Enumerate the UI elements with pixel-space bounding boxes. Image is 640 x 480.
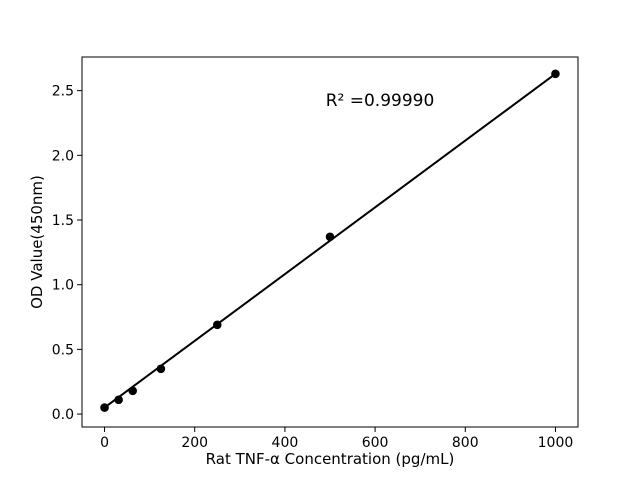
x-tick-label: 1000 [538,435,574,451]
plot-frame [81,56,579,428]
y-tick-label: 1.5 [52,213,74,229]
y-tick-label: 2.0 [52,148,74,164]
data-point [212,320,222,330]
data-point [100,403,109,412]
x-tick-label: 800 [452,435,479,451]
y-tick-label: 1.0 [52,278,74,294]
r-squared-annotation: R² =0.99990 [326,91,435,111]
data-point [114,395,123,405]
y-tick-label: 0.0 [52,407,74,423]
data-point [551,69,560,79]
y-tick-label: 0.5 [52,342,74,358]
y-tick-label: 2.5 [52,84,74,100]
data-point [128,386,138,396]
x-tick-label: 0 [100,435,109,451]
x-axis-label: Rat TNF-α Concentration (pg/mL) [206,450,455,468]
data-point [156,364,166,374]
x-tick-label: 600 [362,435,389,451]
data-point [325,232,335,242]
y-axis-label: OD Value(450nm) [28,175,46,309]
x-tick-label: 400 [272,435,299,451]
x-tick-label: 200 [181,435,208,451]
